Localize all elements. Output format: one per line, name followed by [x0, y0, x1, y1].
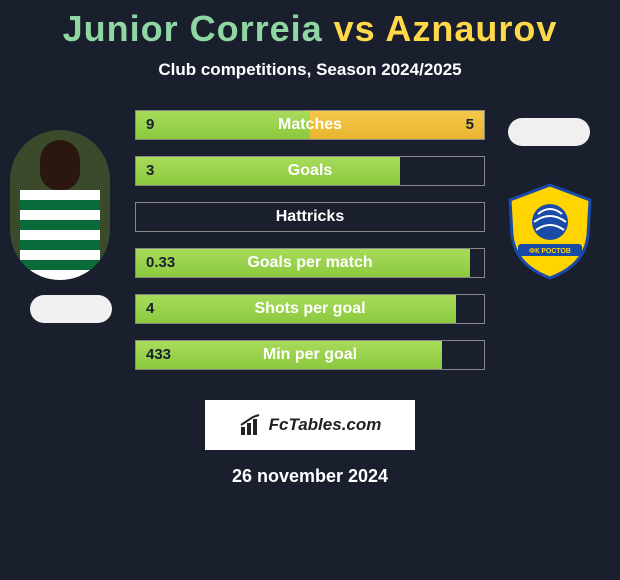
stat-value-left: 433 [146, 341, 171, 369]
svg-text:ФК РОСТОВ: ФК РОСТОВ [529, 248, 571, 255]
subtitle: Club competitions, Season 2024/2025 [0, 60, 620, 80]
stat-value-left: 0 [146, 203, 154, 231]
stat-row: Matches9 5 [135, 110, 485, 140]
player1-name: Junior Correia [63, 8, 323, 49]
stat-label: Goals per match [136, 249, 484, 277]
stat-value-right: 0 [466, 157, 474, 185]
player1-flag [30, 295, 112, 323]
date-text: 26 november 2024 [0, 466, 620, 487]
stat-bars: Matches95Goals30Hattricks00Goals per mat… [135, 110, 485, 386]
stat-value-left: 9 [146, 111, 154, 139]
stat-row: Goals3 0 [135, 156, 485, 186]
stat-row: Goals per match0.33 [135, 248, 485, 278]
brand-badge: FcTables.com [205, 400, 415, 450]
player1-avatar [10, 130, 110, 280]
brand-text: FcTables.com [269, 415, 382, 435]
comparison-title: Junior Correia vs Aznaurov [0, 0, 620, 50]
player2-crest: ФК РОСТОВ [500, 180, 600, 280]
stat-row: Shots per goal4 [135, 294, 485, 324]
vs-text: vs [334, 8, 376, 49]
stat-label: Goals [136, 157, 484, 185]
avatar-body [20, 190, 100, 280]
stat-value-right: 0 [466, 203, 474, 231]
stat-row: Hattricks0 0 [135, 202, 485, 232]
chart-icon [239, 413, 263, 437]
stat-value-left: 0.33 [146, 249, 175, 277]
crest-icon: ФК РОСТОВ [500, 180, 600, 280]
player2-flag [508, 118, 590, 146]
stat-value-left: 3 [146, 157, 154, 185]
stat-value-left: 4 [146, 295, 154, 323]
stat-label: Matches [136, 111, 484, 139]
stat-label: Hattricks [136, 203, 484, 231]
stat-row: Min per goal433 [135, 340, 485, 370]
stat-value-right: 5 [466, 111, 474, 139]
avatar-head [40, 140, 80, 190]
stat-label: Min per goal [136, 341, 484, 369]
comparison-content: ФК РОСТОВ Matches95Goals30Hattricks00Goa… [0, 110, 620, 390]
stat-label: Shots per goal [136, 295, 484, 323]
player2-name: Aznaurov [385, 8, 557, 49]
